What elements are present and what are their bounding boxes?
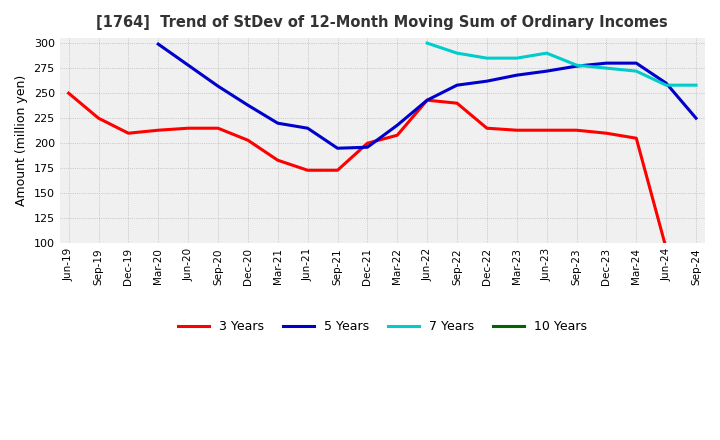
3 Years	[393, 132, 402, 138]
3 Years	[542, 128, 551, 133]
3 Years	[64, 91, 73, 96]
3 Years	[274, 158, 282, 163]
5 Years	[333, 146, 342, 151]
3 Years	[453, 101, 462, 106]
3 Years	[572, 128, 581, 133]
5 Years	[602, 60, 611, 66]
7 Years	[692, 83, 701, 88]
3 Years	[513, 128, 521, 133]
3 Years	[184, 125, 192, 131]
7 Years	[602, 66, 611, 71]
5 Years	[482, 78, 491, 84]
5 Years	[363, 145, 372, 150]
5 Years	[572, 63, 581, 69]
3 Years	[602, 131, 611, 136]
3 Years	[303, 168, 312, 173]
3 Years	[363, 141, 372, 146]
5 Years	[274, 121, 282, 126]
3 Years	[154, 128, 163, 133]
7 Years	[423, 40, 431, 46]
3 Years	[124, 131, 132, 136]
7 Years	[572, 62, 581, 68]
5 Years	[393, 123, 402, 128]
3 Years	[333, 168, 342, 173]
Title: [1764]  Trend of StDev of 12-Month Moving Sum of Ordinary Incomes: [1764] Trend of StDev of 12-Month Moving…	[96, 15, 668, 30]
3 Years	[243, 138, 252, 143]
5 Years	[214, 84, 222, 89]
5 Years	[632, 60, 641, 66]
5 Years	[154, 41, 163, 47]
7 Years	[453, 51, 462, 56]
5 Years	[184, 62, 192, 68]
5 Years	[423, 98, 431, 103]
3 Years	[94, 116, 103, 121]
Y-axis label: Amount (million yen): Amount (million yen)	[15, 75, 28, 206]
3 Years	[423, 98, 431, 103]
5 Years	[303, 125, 312, 131]
Line: 3 Years: 3 Years	[68, 93, 666, 248]
3 Years	[482, 125, 491, 131]
7 Years	[542, 51, 551, 56]
7 Years	[482, 55, 491, 61]
7 Years	[632, 69, 641, 74]
Line: 5 Years: 5 Years	[158, 44, 696, 148]
3 Years	[214, 125, 222, 131]
5 Years	[513, 73, 521, 78]
5 Years	[662, 81, 670, 86]
5 Years	[542, 69, 551, 74]
7 Years	[513, 55, 521, 61]
3 Years	[662, 246, 670, 251]
5 Years	[692, 116, 701, 121]
3 Years	[632, 136, 641, 141]
Legend: 3 Years, 5 Years, 7 Years, 10 Years: 3 Years, 5 Years, 7 Years, 10 Years	[173, 315, 592, 338]
7 Years	[662, 83, 670, 88]
5 Years	[453, 83, 462, 88]
5 Years	[243, 103, 252, 108]
Line: 7 Years: 7 Years	[427, 43, 696, 85]
